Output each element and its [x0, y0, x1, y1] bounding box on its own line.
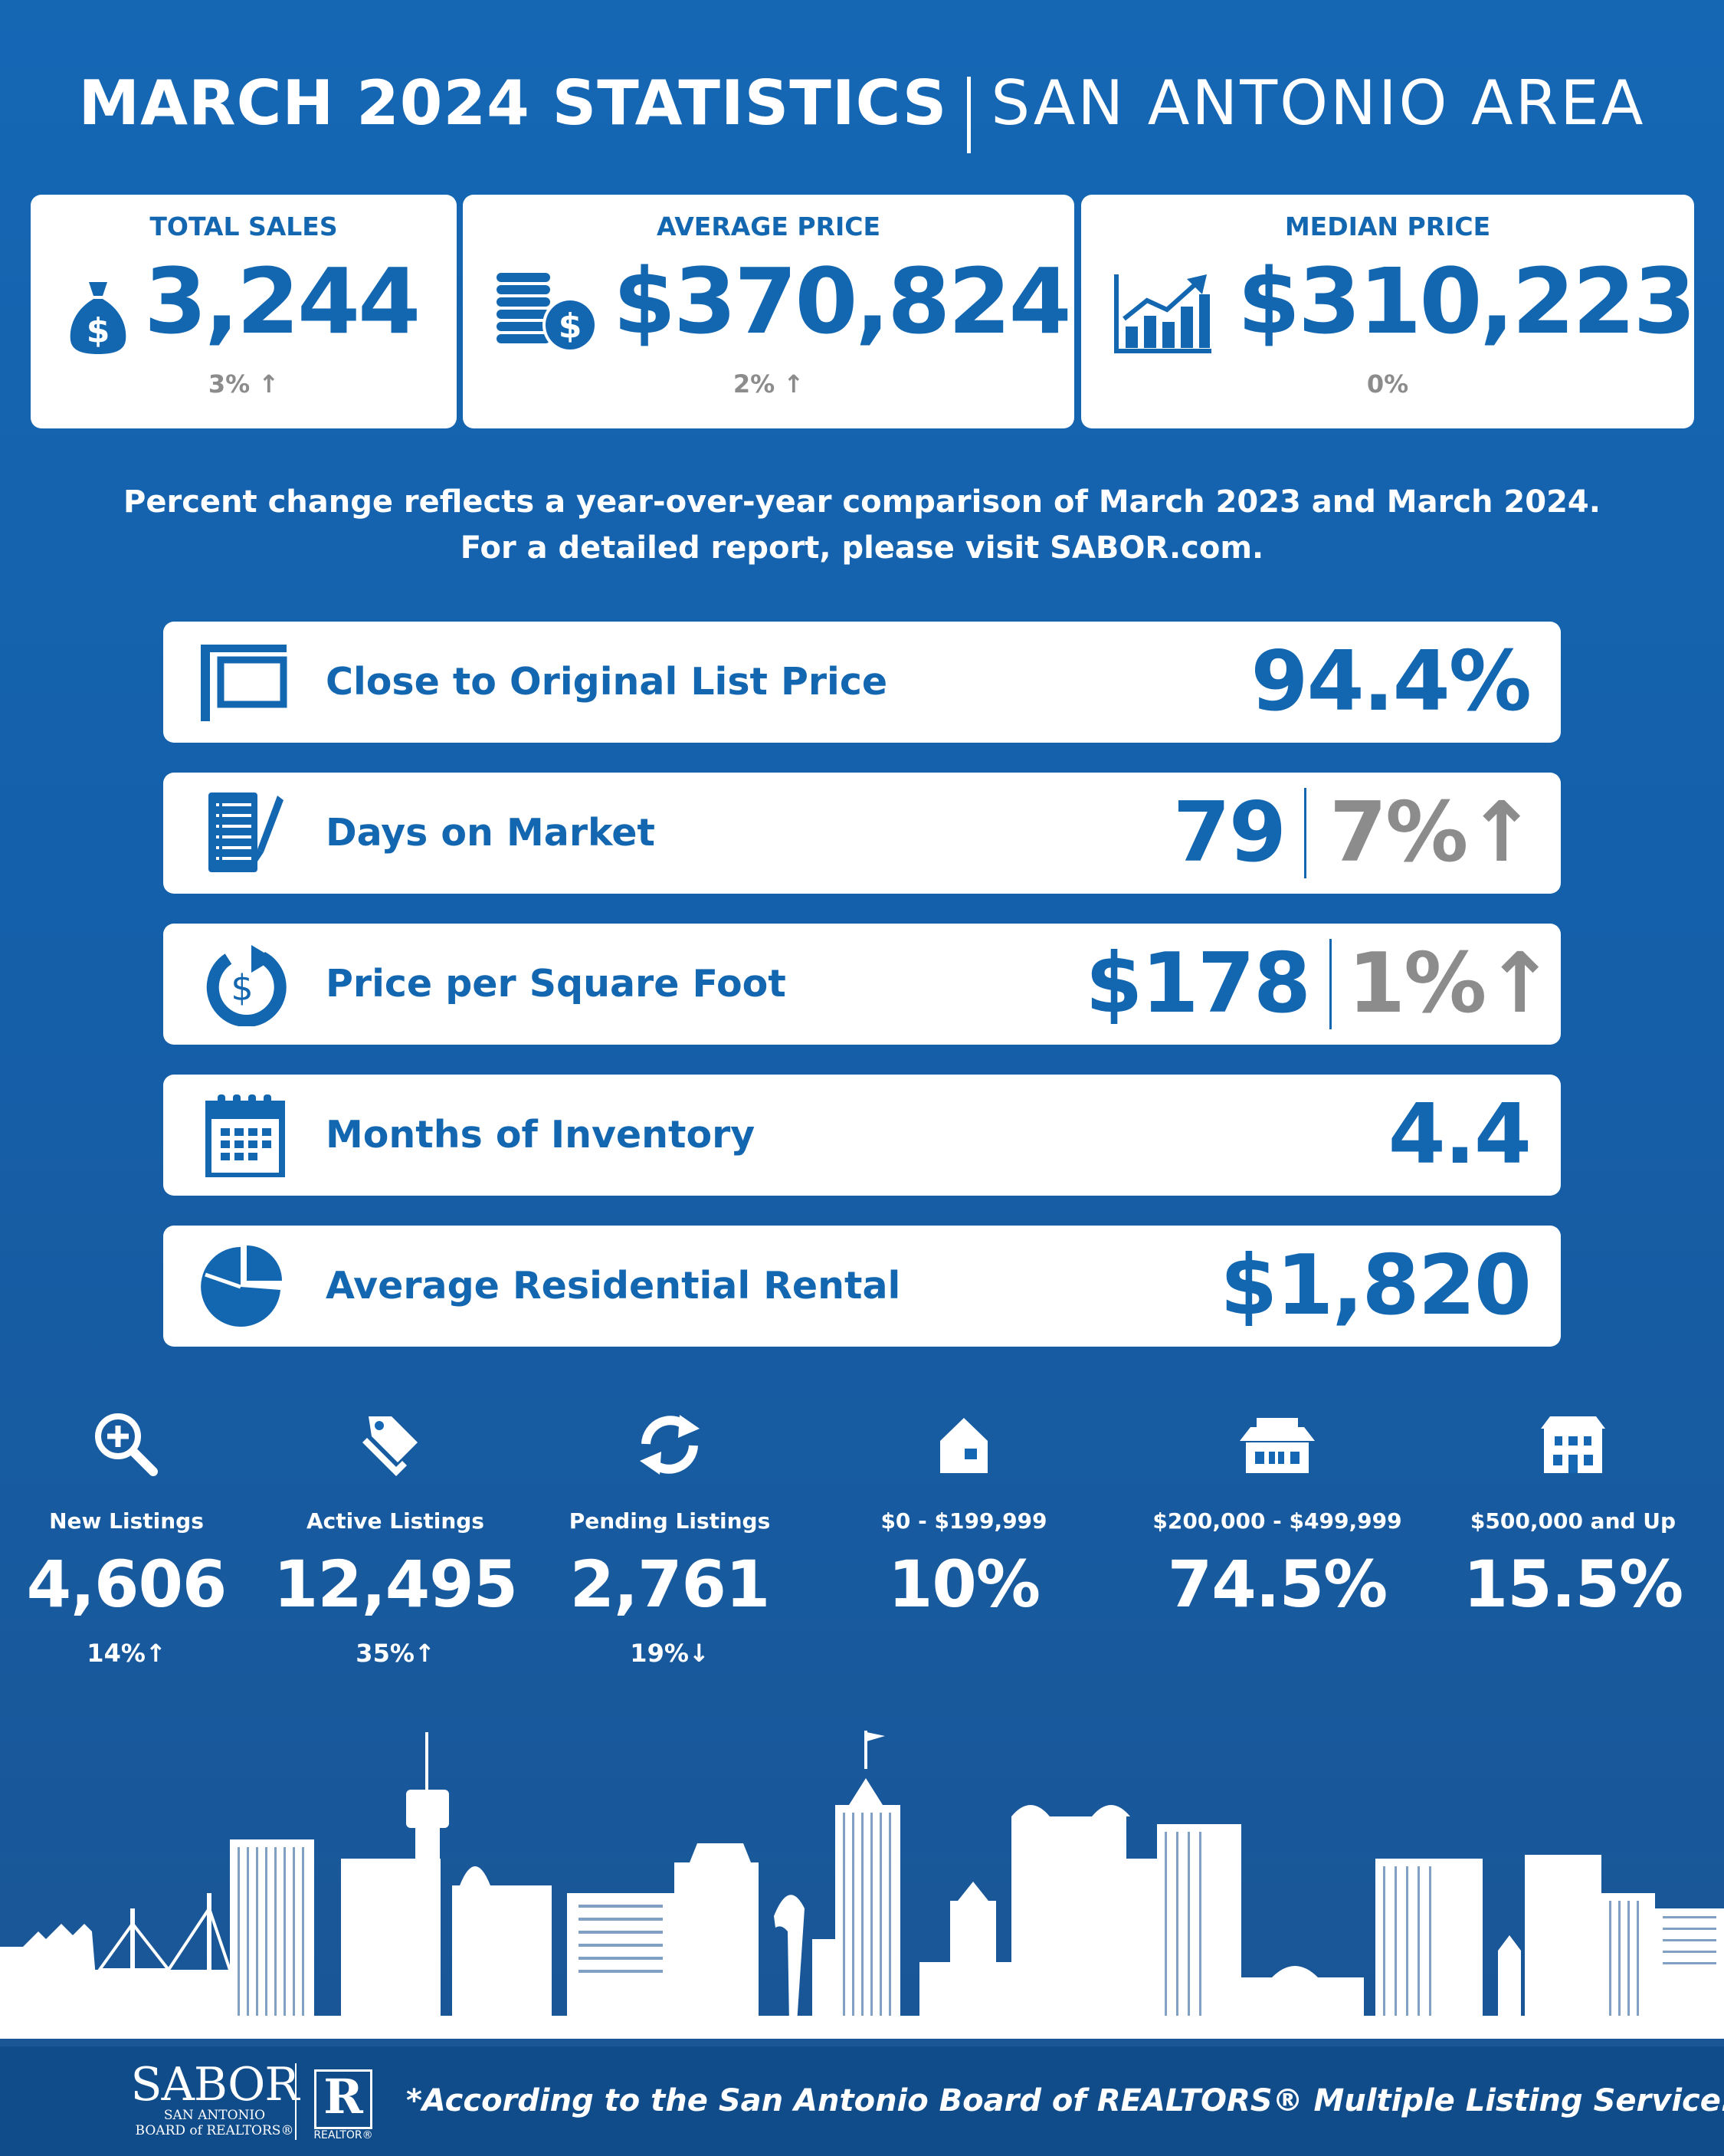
- large-house-icon: [1541, 1416, 1605, 1473]
- checklist-icon: [208, 793, 284, 872]
- stat-label: $0 - $199,999: [880, 1508, 1047, 1534]
- row-change: 1%↑: [1348, 924, 1555, 1045]
- stat-value: 10%: [887, 1547, 1041, 1622]
- medium-house-icon: [1240, 1418, 1315, 1473]
- row-price-per-sqft: $ Price per Square Foot $178 1%↑: [163, 924, 1561, 1045]
- title-area: SAN ANTONIO AREA: [991, 67, 1646, 139]
- title-divider: [967, 76, 972, 153]
- stat-price-range-high: $500,000 and Up 15.5%: [1435, 1410, 1711, 1622]
- refresh-icon: [640, 1415, 700, 1475]
- card-label: MEDIAN PRICE: [1284, 212, 1491, 241]
- footer: SABOR SAN ANTONIO BOARD of REALTORS® R R…: [0, 2046, 1724, 2156]
- row-value: 94.4%: [1250, 634, 1532, 730]
- card-label: TOTAL SALES: [149, 212, 338, 241]
- stat-price-range-mid: $200,000 - $499,999 74.5%: [1139, 1410, 1415, 1622]
- note-line-2: For a detailed report, please visit SABO…: [460, 530, 1264, 566]
- sign-post-icon: [201, 645, 287, 721]
- row-average-rental: Average Residential Rental $1,820: [163, 1226, 1561, 1347]
- dollar-cycle-icon: $: [206, 945, 287, 1026]
- row-value: 79: [1172, 785, 1286, 881]
- realtor-mark: R: [323, 2069, 363, 2125]
- logo-divider: [295, 2063, 297, 2140]
- row-divider: [1329, 939, 1332, 1029]
- row-months-of-inventory: Months of Inventory 4.4: [163, 1075, 1561, 1196]
- card-label: AVERAGE PRICE: [656, 212, 881, 241]
- stat-label: New Listings: [49, 1508, 204, 1534]
- stat-label: $500,000 and Up: [1470, 1508, 1676, 1534]
- svg-text:$: $: [559, 307, 582, 346]
- card-value: 3,244: [144, 248, 421, 354]
- note-line-1: Percent change reflects a year-over-year…: [123, 484, 1601, 520]
- row-change: 7%↑: [1329, 773, 1536, 894]
- stat-label: Active Listings: [306, 1508, 484, 1534]
- stat-price-range-low: $0 - $199,999 10%: [826, 1410, 1102, 1622]
- skyline-illustration: [0, 1731, 1724, 2039]
- stat-new-listings: New Listings 4,606 14%↑: [0, 1410, 264, 1668]
- card-change: 2% ↑: [733, 369, 805, 399]
- row-change-value: 1%: [1348, 936, 1486, 1032]
- stat-label: $200,000 - $499,999: [1152, 1508, 1402, 1534]
- card-change: 0%: [1366, 369, 1409, 399]
- stat-value: 12,495: [273, 1547, 518, 1622]
- row-label: Days on Market: [326, 811, 655, 855]
- stat-value: 2,761: [569, 1547, 771, 1622]
- svg-text:$: $: [87, 311, 110, 350]
- realtor-label: REALTOR®: [313, 2129, 373, 2141]
- calendar-icon: [205, 1094, 285, 1177]
- stat-value: 15.5%: [1463, 1547, 1683, 1622]
- sabor-logo: SABOR SAN ANTONIO BOARD of REALTORS®: [126, 2062, 303, 2138]
- row-label: Close to Original List Price: [326, 660, 888, 704]
- stat-change: 14%↑: [87, 1639, 166, 1668]
- stat-change: 19%↓: [630, 1639, 710, 1668]
- card-average-price: AVERAGE PRICE $ $370,824 2% ↑: [463, 195, 1074, 428]
- card-value: $370,824: [613, 248, 1072, 354]
- stat-label: Pending Listings: [569, 1508, 771, 1534]
- arrow-up-icon: ↑: [1485, 936, 1554, 1032]
- comparison-note: Percent change reflects a year-over-year…: [0, 479, 1724, 571]
- row-close-to-list-price: Close to Original List Price 94.4%: [163, 622, 1561, 743]
- logo-main: SABOR: [130, 2058, 299, 2112]
- coins-icon: $: [497, 273, 598, 353]
- small-house-icon: [940, 1418, 988, 1473]
- logo-sub-2: BOARD of REALTORS®: [135, 2123, 294, 2138]
- arrow-up-icon: ↑: [1467, 785, 1536, 881]
- stat-active-listings: Active Listings 12,495 35%↑: [257, 1410, 533, 1668]
- row-divider: [1304, 788, 1306, 878]
- footer-note: *According to the San Antonio Board of R…: [406, 2083, 1724, 2118]
- bar-chart-rising-icon: [1114, 274, 1211, 353]
- money-bag-icon: $: [70, 282, 126, 354]
- stat-value: 74.5%: [1167, 1547, 1388, 1622]
- card-total-sales: TOTAL SALES $ 3,244 3% ↑: [31, 195, 457, 428]
- card-median-price: MEDIAN PRICE $310,223 0%: [1081, 195, 1696, 428]
- row-days-on-market: Days on Market 79 7%↑: [163, 773, 1561, 894]
- row-label: Price per Square Foot: [326, 962, 786, 1006]
- search-plus-icon: [95, 1413, 158, 1476]
- row-value: 4.4: [1388, 1087, 1532, 1183]
- pie-chart-icon: [201, 1245, 282, 1327]
- row-value: $1,820: [1220, 1238, 1532, 1334]
- tags-icon: [362, 1416, 418, 1476]
- row-value: $178: [1085, 936, 1311, 1032]
- page-title: MARCH 2024 STATISTICS SAN ANTONIO AREA: [0, 67, 1724, 159]
- stat-pending-listings: Pending Listings 2,761 19%↓: [532, 1410, 808, 1668]
- row-change-value: 7%: [1329, 785, 1468, 881]
- row-label: Average Residential Rental: [326, 1264, 901, 1308]
- row-label: Months of Inventory: [326, 1113, 755, 1157]
- stat-value: 4,606: [26, 1547, 228, 1622]
- svg-text:$: $: [231, 967, 253, 1009]
- card-value: $310,223: [1237, 248, 1696, 354]
- card-change: 3% ↑: [208, 369, 280, 399]
- realtor-logo: R: [314, 2069, 372, 2129]
- logo-sub-1: SAN ANTONIO: [163, 2108, 266, 2123]
- stat-change: 35%↑: [356, 1639, 435, 1668]
- title-main: MARCH 2024 STATISTICS: [78, 67, 948, 139]
